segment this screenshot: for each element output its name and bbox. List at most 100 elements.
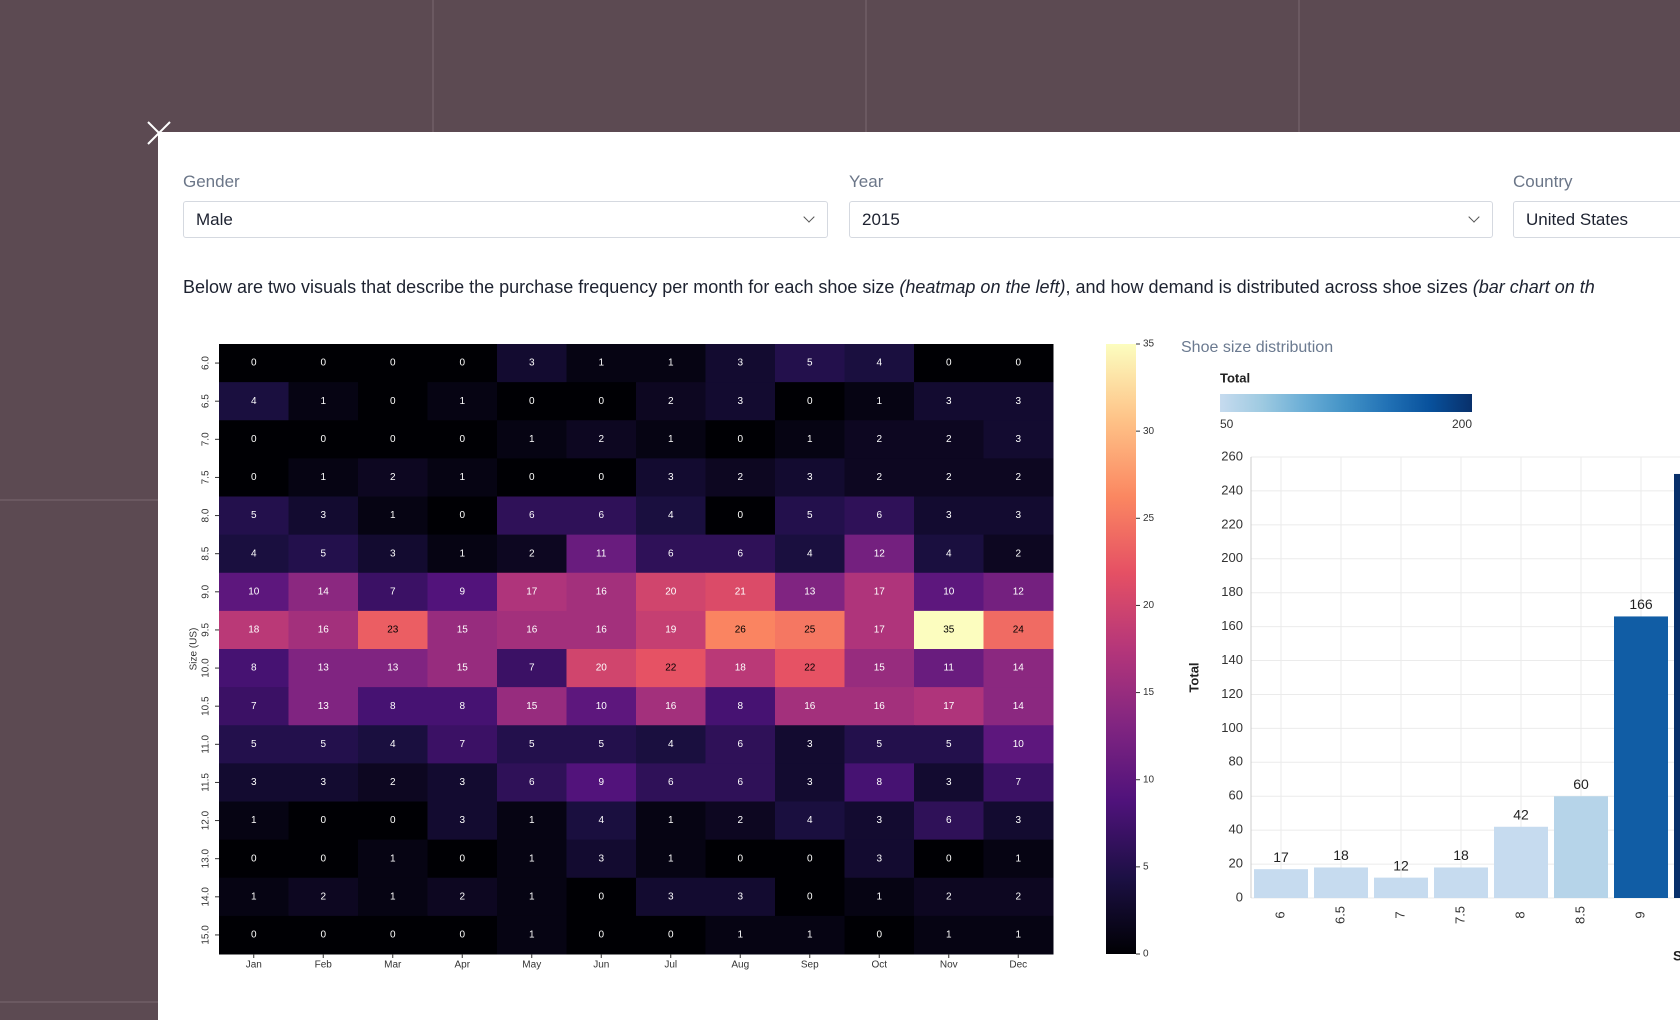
x-tick-label: Sep bbox=[801, 960, 819, 971]
cell-label: 17 bbox=[943, 701, 955, 712]
heatmap-cell bbox=[358, 649, 428, 688]
y-tick-label: 180 bbox=[1221, 584, 1243, 599]
cell-label: 20 bbox=[596, 663, 608, 674]
heatmap-cell bbox=[427, 725, 498, 764]
cell-label: 2 bbox=[737, 472, 743, 483]
filter-select[interactable]: United States bbox=[1513, 201, 1680, 238]
cell-label: 3 bbox=[668, 891, 674, 902]
cell-label: 1 bbox=[459, 396, 465, 407]
heatmap-cell bbox=[288, 649, 359, 688]
y-tick-label: 40 bbox=[1229, 822, 1243, 837]
cell-label: 1 bbox=[668, 358, 674, 369]
cell-label: 15 bbox=[457, 663, 469, 674]
cell-label: 5 bbox=[946, 739, 952, 750]
cell-label: 1 bbox=[320, 472, 326, 483]
cell-label: 0 bbox=[807, 396, 813, 407]
heatmap-cell bbox=[844, 725, 915, 764]
x-tick-label: Jan bbox=[246, 960, 262, 971]
filter-select[interactable]: 2015 bbox=[849, 201, 1493, 238]
cell-label: 5 bbox=[876, 739, 882, 750]
legend-colorbar bbox=[1220, 394, 1472, 412]
cell-label: 8 bbox=[251, 663, 257, 674]
heatmap-cell bbox=[358, 877, 428, 917]
heatmap-cell bbox=[775, 344, 845, 383]
cell-label: 0 bbox=[946, 853, 952, 864]
bar bbox=[1314, 867, 1368, 898]
filter-select[interactable]: Male bbox=[183, 201, 828, 238]
charts: 0 0 0 0 3 1 1 3 5 4 0 04 1 0 1 0 0 2 3 0 1 3 30 0 0 0 1 2 1 0 1 2 2 30 1 2 1… bbox=[189, 339, 1680, 971]
cell-label: 7 bbox=[529, 663, 535, 674]
heatmap-cell bbox=[288, 725, 359, 764]
heatmap-cell bbox=[219, 572, 289, 612]
heatmap-cell bbox=[566, 915, 637, 955]
heatmap-cell bbox=[219, 877, 289, 917]
heatmap-cell bbox=[914, 382, 984, 421]
bar-value-label: 42 bbox=[1513, 806, 1529, 822]
colorbar-tick-label: 15 bbox=[1143, 687, 1155, 698]
cell-label: 0 bbox=[737, 510, 743, 521]
x-tick-label: 6.5 bbox=[1332, 906, 1347, 924]
cell-label: 0 bbox=[529, 472, 535, 483]
cell-label: 0 bbox=[946, 358, 952, 369]
heatmap-cell bbox=[844, 344, 915, 383]
heatmap-cell bbox=[427, 382, 498, 421]
heatmap-cell bbox=[288, 763, 359, 802]
heatmap-cell bbox=[566, 344, 637, 383]
heatmap-cell bbox=[983, 725, 1054, 764]
cell-label: 2 bbox=[876, 434, 882, 445]
cell-label: 0 bbox=[459, 853, 465, 864]
x-tick-label: 8.5 bbox=[1572, 906, 1587, 924]
y-tick-label: 160 bbox=[1221, 618, 1243, 633]
heatmap-cell bbox=[288, 420, 359, 459]
heatmap-cell bbox=[219, 687, 289, 726]
heatmap-cell bbox=[775, 877, 845, 917]
heatmap-cell bbox=[983, 649, 1054, 688]
cell-label: 26 bbox=[735, 625, 747, 636]
y-tick-label: 200 bbox=[1221, 550, 1243, 565]
y-tick-label: 11.5 bbox=[201, 773, 212, 792]
x-tick-label: 9 bbox=[1632, 911, 1647, 918]
heatmap-cell bbox=[219, 458, 289, 497]
filter-value: United States bbox=[1526, 210, 1629, 229]
cell-label: 2 bbox=[946, 891, 952, 902]
cell-label: 8 bbox=[737, 701, 743, 712]
heatmap-cell bbox=[566, 610, 637, 650]
heatmap-cell bbox=[566, 801, 637, 841]
y-tick-label: 6.5 bbox=[201, 394, 212, 408]
heatmap-cell bbox=[219, 496, 289, 536]
cell-label: 3 bbox=[807, 739, 813, 750]
bar bbox=[1674, 473, 1680, 898]
cell-label: 9 bbox=[459, 586, 465, 597]
cell-label: 2 bbox=[1015, 548, 1021, 559]
cell-label: 2 bbox=[946, 434, 952, 445]
heatmap-cell bbox=[775, 801, 845, 841]
cell-label: 2 bbox=[668, 396, 674, 407]
cell-label: 3 bbox=[876, 815, 882, 826]
heatmap-cell bbox=[636, 801, 706, 841]
cell-label: 0 bbox=[390, 358, 396, 369]
heatmap-cell bbox=[705, 763, 776, 802]
heatmap-cell bbox=[775, 458, 845, 497]
heatmap-cell bbox=[497, 610, 567, 650]
bar bbox=[1434, 867, 1488, 898]
cell-label: 5 bbox=[320, 548, 326, 559]
bar-value-label: 60 bbox=[1573, 776, 1589, 792]
filter-value: Male bbox=[196, 210, 233, 229]
heatmap-cell bbox=[775, 763, 845, 802]
heatmap-cell bbox=[497, 382, 567, 421]
cell-label: 3 bbox=[876, 853, 882, 864]
cell-label: 1 bbox=[390, 853, 396, 864]
description-text: (bar chart on th bbox=[1472, 277, 1595, 297]
cell-label: 1 bbox=[529, 853, 535, 864]
heatmap-cell bbox=[636, 725, 706, 764]
y-axis-label: Total bbox=[1186, 662, 1201, 692]
heatmap-cell bbox=[288, 915, 359, 955]
heatmap-cell bbox=[497, 915, 567, 955]
cell-label: 0 bbox=[390, 434, 396, 445]
heatmap-cell bbox=[844, 610, 915, 650]
cell-label: 0 bbox=[598, 472, 604, 483]
heatmap-cell bbox=[775, 382, 845, 421]
heatmap-cell bbox=[566, 534, 637, 574]
heatmap-cell bbox=[775, 839, 845, 879]
cell-label: 6 bbox=[598, 510, 604, 521]
